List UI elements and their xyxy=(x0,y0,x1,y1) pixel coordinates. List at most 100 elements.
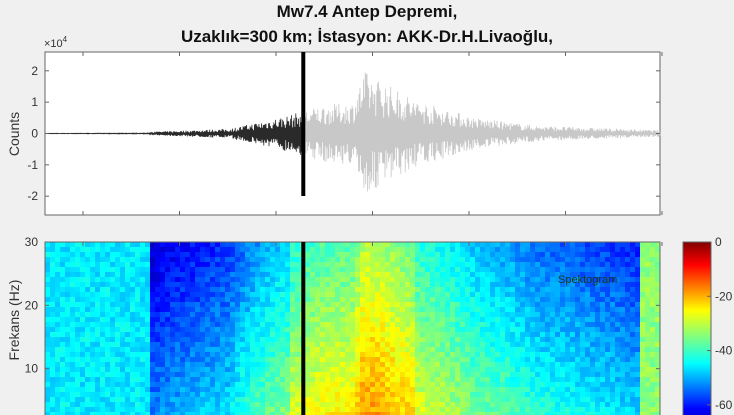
spectrogram-cell xyxy=(315,242,321,248)
spectrogram-cell xyxy=(590,332,596,338)
spectrogram-cell xyxy=(215,357,221,363)
spectrogram-cell xyxy=(120,282,126,288)
spectrogram-cell xyxy=(495,257,501,263)
spectrogram-cell xyxy=(635,367,641,373)
y-tick-label: 2 xyxy=(31,64,38,78)
spectrogram-cell xyxy=(215,387,221,393)
spectrogram-cell xyxy=(420,282,426,288)
spectrogram-cell xyxy=(580,412,586,415)
spectrogram-cell xyxy=(85,292,91,298)
spectrogram-cell xyxy=(170,387,176,393)
spectrogram-cell xyxy=(165,252,171,258)
spectrogram-cell xyxy=(425,307,431,313)
spectrogram-cell xyxy=(125,372,131,378)
spectrogram-cell xyxy=(70,327,76,333)
spectrogram-cell xyxy=(485,347,491,353)
spectrogram-cell xyxy=(385,322,391,328)
spectrogram-cell xyxy=(490,357,496,363)
spectrogram-cell xyxy=(345,337,351,343)
spectrogram-cell xyxy=(550,412,556,415)
spectrogram-cell xyxy=(530,277,536,283)
spectrogram-cell xyxy=(450,407,456,413)
spectrogram-cell xyxy=(195,412,201,415)
spectrogram-cell xyxy=(645,377,651,383)
spectrogram-cell xyxy=(90,367,96,373)
spectrogram-cell xyxy=(445,287,451,293)
spectrogram-cell xyxy=(540,302,546,308)
spectrogram-cell xyxy=(135,412,141,415)
spectrogram-cell xyxy=(190,387,196,393)
spectrogram-cell xyxy=(650,292,656,298)
spectrogram-cell xyxy=(365,337,371,343)
spectrogram-cell xyxy=(250,332,256,338)
spectrogram-cell xyxy=(305,252,311,258)
spectrogram-cell xyxy=(380,392,386,398)
spectrogram-cell xyxy=(380,312,386,318)
spectrogram-cell xyxy=(75,327,81,333)
spectrogram-cell xyxy=(405,412,411,415)
spectrogram-cell xyxy=(180,382,186,388)
spectrogram-cell xyxy=(360,267,366,273)
spectrogram-cell xyxy=(430,412,436,415)
spectrogram-cell xyxy=(450,377,456,383)
spectrogram-cell xyxy=(495,332,501,338)
spectrogram-cell xyxy=(550,297,556,303)
spectrogram-cell xyxy=(80,267,86,273)
spectrogram-cell xyxy=(455,342,461,348)
spectrogram-cell xyxy=(470,252,476,258)
spectrogram-cell xyxy=(335,292,341,298)
spectrogram-cell xyxy=(370,397,376,403)
spectrogram-cell xyxy=(285,382,291,388)
spectrogram-cell xyxy=(160,287,166,293)
spectrogram-cell xyxy=(230,302,236,308)
spectrogram-cell xyxy=(80,412,86,415)
spectrogram-cell xyxy=(550,307,556,313)
spectrogram-cell xyxy=(50,362,56,368)
spectrogram-cell xyxy=(550,247,556,253)
spectrogram-cell xyxy=(325,407,331,413)
spectrogram-cell xyxy=(545,322,551,328)
spectrogram-cell xyxy=(60,312,66,318)
spectrogram-cell xyxy=(260,282,266,288)
spectrogram-cell xyxy=(580,347,586,353)
spectrogram-cell xyxy=(175,407,181,413)
spectrogram-cell xyxy=(560,407,566,413)
spectrogram-cell xyxy=(130,337,136,343)
spectrogram-cell xyxy=(445,247,451,253)
spectrogram-cell xyxy=(340,287,346,293)
spectrogram-cell xyxy=(75,387,81,393)
spectrogram-cell xyxy=(495,407,501,413)
spectrogram-cell xyxy=(475,332,481,338)
spectrogram-cell xyxy=(50,252,56,258)
spectrogram-cell xyxy=(305,377,311,383)
spectrogram-cell xyxy=(395,292,401,298)
spectrogram-cell xyxy=(245,407,251,413)
spectrogram-cell xyxy=(625,297,631,303)
spectrogram-cell xyxy=(50,337,56,343)
spectrogram-cell xyxy=(335,262,341,268)
spectrogram-cell xyxy=(580,362,586,368)
spectrogram-cell xyxy=(500,392,506,398)
spectrogram-cell xyxy=(245,352,251,358)
spectrogram-cell xyxy=(560,362,566,368)
spectrogram-cell xyxy=(155,377,161,383)
spectrogram-cell xyxy=(615,327,621,333)
spectrogram-cell xyxy=(325,367,331,373)
spectrogram-cell xyxy=(200,312,206,318)
spectrogram-cell xyxy=(200,287,206,293)
spectrogram-cell xyxy=(135,352,141,358)
spectrogram-cell xyxy=(655,252,661,258)
spectrogram-cell xyxy=(175,377,181,383)
spectrogram-cell xyxy=(505,392,511,398)
spectrogram-cell xyxy=(560,377,566,383)
spectrogram-cell xyxy=(530,312,536,318)
spectrogram-cell xyxy=(465,347,471,353)
spectrogram-cell xyxy=(195,297,201,303)
spectrogram-cell xyxy=(175,392,181,398)
spectrogram-cell xyxy=(450,317,456,323)
spectrogram-cell xyxy=(410,327,416,333)
spectrogram-cell xyxy=(150,317,156,323)
spectrogram-cell xyxy=(575,322,581,328)
spectrogram-cell xyxy=(430,262,436,268)
spectrogram-cell xyxy=(265,337,271,343)
